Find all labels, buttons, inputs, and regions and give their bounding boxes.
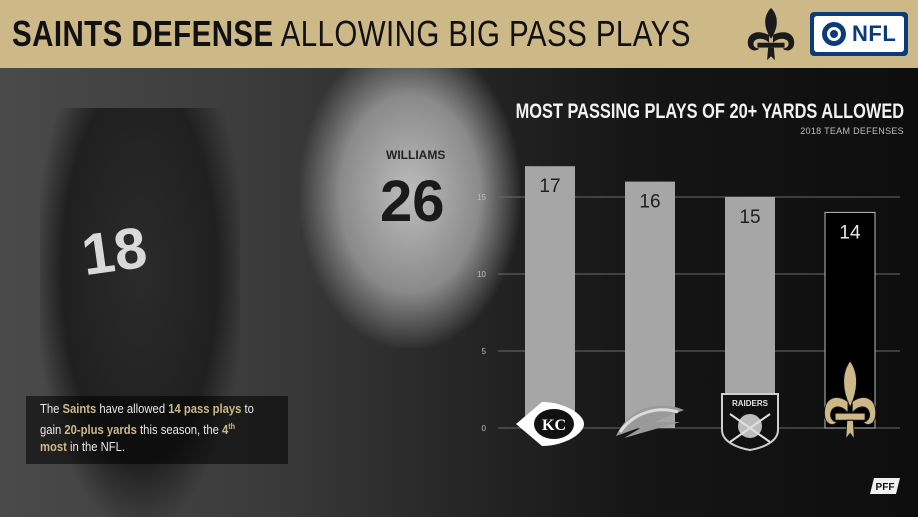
saints-logo-icon [823,360,877,441]
y-tick-label: 10 [477,270,486,279]
y-tick-label: 5 [482,347,487,356]
chiefs-logo-text: KC [542,417,566,434]
chart-title: MOST PASSING PLAYS OF 20+ YARDS ALLOWED [515,100,904,123]
eye-logo-icon [822,22,846,46]
caption-box [26,396,288,464]
jersey-number-right: 26 [380,169,445,234]
data-label: 15 [739,207,760,228]
nfl-network-badge: NFL [810,12,908,56]
data-label: 16 [639,192,660,213]
bar-raiders [725,197,775,428]
caption-text: The Saints have allowed 14 pass plays to… [40,402,254,455]
data-label: 17 [539,176,560,197]
bar-chiefs [525,166,575,428]
raiders-logo-icon: RAIDERS [721,393,779,452]
title-bold: SAINTS DEFENSE [12,13,274,54]
page-title: SAINTS DEFENSE ALLOWING BIG PASS PLAYS [12,14,691,54]
fleur-de-lis-icon [747,7,795,61]
pff-logo-text: PFF [876,482,895,493]
nameplate: WILLIAMS [386,148,446,162]
raiders-logo-text: RAIDERS [732,399,769,408]
chiefs-logo-icon: KC [516,402,584,446]
badge-label: NFL [852,21,897,46]
chart-subtitle: 2018 TEAM DEFENSES [800,126,904,136]
defender-silhouette [300,68,520,348]
data-label: 14 [839,222,861,243]
y-tick-label: 15 [477,193,486,202]
badge-inner: NFL [814,16,904,52]
title-light: ALLOWING BIG PASS PLAYS [280,13,691,54]
chargers-logo-icon [616,405,684,438]
pff-logo-icon: PFF [870,478,900,494]
y-tick-label: 0 [482,424,487,433]
bar-chargers [625,181,675,428]
header-bar: SAINTS DEFENSE ALLOWING BIG PASS PLAYS N… [0,0,918,68]
